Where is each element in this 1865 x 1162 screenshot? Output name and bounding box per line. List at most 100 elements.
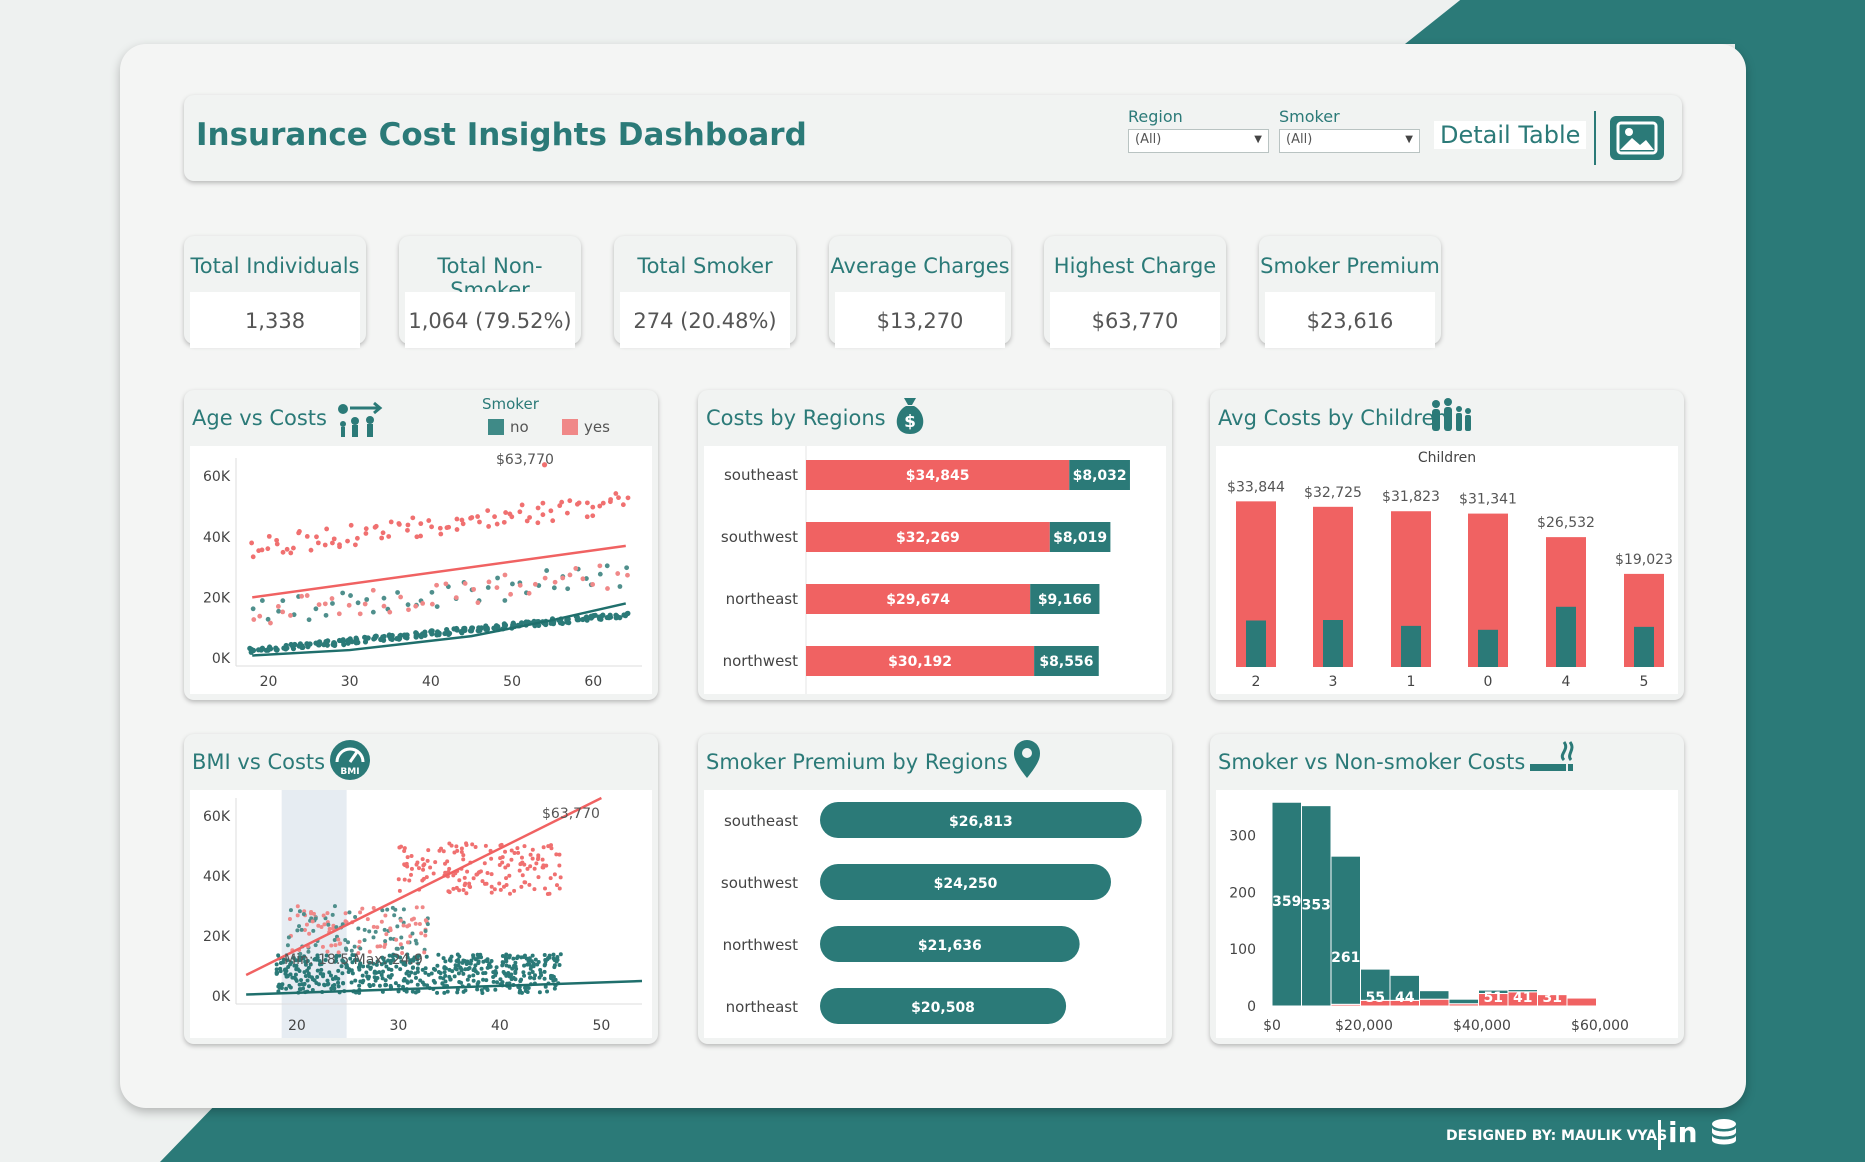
point-mixed — [398, 918, 403, 923]
point-smoker — [535, 857, 540, 862]
point-mixed — [486, 579, 492, 585]
point-smoker — [322, 542, 328, 548]
point-nonsmoker — [457, 954, 462, 959]
point-nonsmoker — [390, 954, 395, 959]
image-button[interactable] — [1610, 116, 1664, 160]
point-mixed — [332, 904, 337, 909]
point-smoker — [464, 891, 469, 896]
point-smoker — [567, 498, 573, 504]
point-mixed — [340, 590, 346, 596]
point-nonsmoker — [408, 960, 413, 965]
point-mixed — [510, 581, 515, 587]
point-nonsmoker — [475, 971, 480, 976]
point-smoker — [429, 524, 434, 530]
legend-swatch-yes — [562, 419, 578, 435]
point-mixed — [295, 904, 300, 909]
point-smoker — [517, 868, 522, 873]
point-nonsmoker — [289, 960, 294, 965]
point-nonsmoker — [546, 955, 551, 960]
point-mixed — [429, 589, 435, 595]
point-nonsmoker — [354, 637, 360, 643]
point-nonsmoker — [372, 969, 377, 974]
hist-bar-smoker — [1419, 998, 1450, 1007]
x-tick-label: 50 — [592, 1018, 610, 1034]
bar-nonsmoker — [1069, 460, 1130, 490]
point-smoker — [558, 875, 563, 880]
point-mixed — [420, 905, 425, 910]
point-nonsmoker — [525, 989, 530, 994]
point-nonsmoker — [513, 970, 518, 975]
point-mixed — [405, 602, 411, 608]
point-smoker — [548, 876, 553, 881]
point-mixed — [625, 572, 630, 578]
smoker-filter-select[interactable]: (All) ▼ — [1279, 129, 1420, 153]
point-smoker — [407, 878, 412, 883]
point-nonsmoker — [433, 967, 438, 972]
chevron-down-icon: ▼ — [1405, 134, 1413, 145]
point-smoker — [519, 855, 524, 860]
point-smoker — [455, 848, 460, 853]
point-nonsmoker — [485, 988, 490, 993]
point-mixed — [322, 922, 327, 927]
point-nonsmoker — [339, 964, 344, 969]
point-nonsmoker — [527, 971, 532, 976]
point-nonsmoker — [522, 953, 527, 958]
point-mixed — [401, 920, 406, 925]
point-smoker — [274, 537, 280, 543]
point-mixed — [580, 576, 586, 582]
point-smoker — [516, 850, 521, 855]
kpi-title: Smoker Premium — [1260, 254, 1440, 278]
kpi-value: 1,338 — [244, 309, 306, 333]
smoker-vs-nonsmoker-chart: 0 100 200 300 $0 $20,000 $40,000 $60,000 359 353 2… — [1229, 801, 1629, 1034]
bar-label-smoker: $32,269 — [896, 530, 960, 546]
point-mixed — [316, 602, 322, 607]
y-tick-label: 100 — [1229, 942, 1256, 958]
bg-band-bottom — [160, 1100, 1865, 1162]
point-nonsmoker — [558, 952, 563, 957]
point-mixed — [297, 924, 302, 929]
point-mixed — [302, 928, 307, 933]
x-tick-label: 2 — [1252, 674, 1261, 690]
point-nonsmoker — [461, 625, 467, 632]
point-smoker — [501, 519, 507, 525]
region-filter-select[interactable]: (All) ▼ — [1128, 129, 1269, 153]
point-nonsmoker — [397, 635, 403, 642]
point-smoker — [554, 852, 559, 857]
hist-bar-smoker — [1566, 997, 1597, 1007]
point-smoker — [441, 849, 446, 854]
point-nonsmoker — [548, 620, 554, 626]
point-nonsmoker — [336, 984, 341, 989]
bmi-vs-costs-title: BMI vs Costs — [192, 750, 326, 774]
point-nonsmoker — [442, 990, 447, 995]
point-smoker — [473, 845, 478, 850]
point-nonsmoker — [317, 962, 322, 967]
point-smoker — [291, 545, 296, 551]
point-mixed — [407, 923, 412, 928]
point-mixed — [251, 617, 257, 622]
point-mixed — [400, 945, 405, 950]
point-smoker — [506, 863, 511, 868]
point-smoker — [409, 854, 414, 859]
hist-bar-nonsmoker — [1271, 801, 1302, 1007]
linkedin-icon[interactable]: in — [1668, 1116, 1698, 1149]
detail-table-button[interactable]: Detail Table — [1434, 121, 1587, 149]
point-nonsmoker — [302, 954, 307, 959]
point-smoker — [373, 523, 379, 529]
avg-costs-by-children-chart: $33,844 2 $32,725 3 $31,823 1 $31,341 0 $26,532 4… — [1227, 479, 1673, 690]
point-mixed — [398, 942, 403, 947]
point-nonsmoker — [308, 962, 313, 967]
point-smoker — [274, 541, 280, 547]
point-smoker — [620, 502, 626, 508]
point-nonsmoker — [364, 970, 369, 975]
scatter-points — [247, 462, 631, 655]
point-nonsmoker — [552, 986, 557, 991]
point-smoker — [408, 872, 413, 877]
point-smoker — [324, 526, 330, 532]
point-mixed — [544, 568, 550, 573]
point-nonsmoker — [281, 957, 286, 962]
cigarette-icon — [1530, 741, 1574, 771]
point-mixed — [429, 601, 435, 607]
point-mixed — [308, 911, 313, 916]
point-smoker — [536, 875, 541, 880]
point-smoker — [284, 546, 290, 552]
